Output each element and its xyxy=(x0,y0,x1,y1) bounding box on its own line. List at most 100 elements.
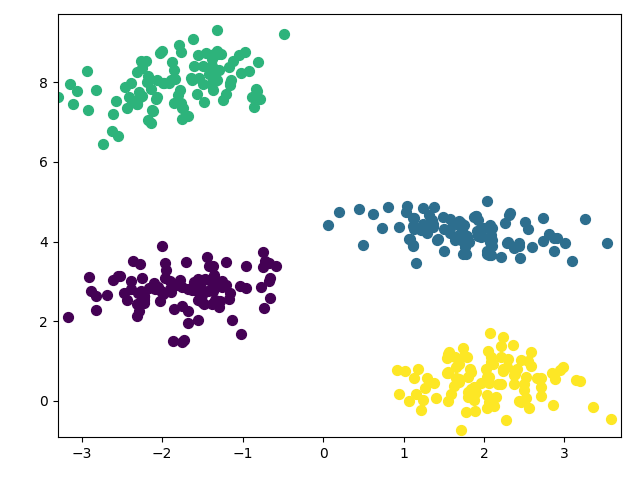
Point xyxy=(472,232,483,240)
Point xyxy=(182,319,193,327)
Point xyxy=(236,330,246,338)
Point xyxy=(199,300,209,308)
Point xyxy=(497,353,507,360)
Point xyxy=(65,80,75,88)
Point xyxy=(139,292,149,300)
Point xyxy=(411,259,421,267)
Point xyxy=(113,272,123,280)
Point xyxy=(177,302,187,310)
Point xyxy=(168,337,179,345)
Point xyxy=(484,251,494,259)
Point xyxy=(111,97,122,105)
Point xyxy=(509,244,519,252)
Point xyxy=(193,276,203,283)
Point xyxy=(515,254,525,262)
Point xyxy=(522,373,532,381)
Point xyxy=(496,380,506,388)
Point xyxy=(135,93,145,101)
Point xyxy=(472,227,483,235)
Point xyxy=(392,366,402,374)
Point xyxy=(413,365,424,373)
Point xyxy=(134,88,144,96)
Point xyxy=(241,263,251,270)
Point xyxy=(459,221,469,228)
Point xyxy=(206,80,216,88)
Point xyxy=(143,72,154,80)
Point xyxy=(97,141,108,148)
Point xyxy=(207,62,217,70)
Point xyxy=(149,279,159,287)
Point xyxy=(547,369,557,377)
Point xyxy=(228,57,238,65)
Point xyxy=(141,57,151,65)
Point xyxy=(150,95,161,103)
Point xyxy=(196,284,206,292)
Point xyxy=(181,258,191,266)
Point xyxy=(417,220,428,228)
Point xyxy=(509,372,519,379)
Point xyxy=(189,278,199,286)
Point xyxy=(223,295,234,303)
Point xyxy=(221,281,231,288)
Point xyxy=(428,220,438,228)
Point xyxy=(186,76,196,84)
Point xyxy=(519,386,529,394)
Point xyxy=(154,297,164,305)
Point xyxy=(147,106,157,113)
Point xyxy=(466,385,476,393)
Point xyxy=(415,407,426,414)
Point xyxy=(470,213,481,220)
Point xyxy=(481,197,492,205)
Point xyxy=(538,237,548,245)
Point xyxy=(183,112,193,120)
Point xyxy=(218,96,228,104)
Point xyxy=(167,58,177,66)
Point xyxy=(264,259,274,267)
Point xyxy=(555,366,565,373)
Point xyxy=(465,368,476,376)
Point xyxy=(84,273,94,281)
Point xyxy=(186,74,196,82)
Point xyxy=(439,225,449,232)
Point xyxy=(235,282,245,290)
Point xyxy=(544,230,554,238)
Point xyxy=(444,348,454,356)
Point xyxy=(429,379,439,386)
Point xyxy=(431,395,441,402)
Point xyxy=(536,392,547,399)
Point xyxy=(119,289,129,297)
Point xyxy=(409,214,419,222)
Point xyxy=(433,235,443,243)
Point xyxy=(244,67,254,75)
Point xyxy=(164,277,175,285)
Point xyxy=(168,99,179,107)
Point xyxy=(214,303,225,311)
Point xyxy=(63,313,73,321)
Point xyxy=(451,374,461,382)
Point xyxy=(526,348,536,356)
Point xyxy=(128,257,138,264)
Point xyxy=(152,94,163,101)
Point xyxy=(489,402,499,410)
Point xyxy=(549,247,559,254)
Point xyxy=(408,222,418,230)
Point xyxy=(209,50,219,58)
Point xyxy=(476,233,486,240)
Point xyxy=(394,223,404,231)
Point xyxy=(183,285,193,293)
Point xyxy=(126,286,136,293)
Point xyxy=(428,223,438,231)
Point xyxy=(486,353,496,360)
Point xyxy=(473,216,483,224)
Point xyxy=(157,47,167,54)
Point xyxy=(175,86,185,94)
Point xyxy=(438,214,448,221)
Point xyxy=(253,59,263,66)
Point xyxy=(227,316,237,324)
Point xyxy=(198,276,208,284)
Point xyxy=(115,273,125,280)
Point xyxy=(216,277,227,285)
Point xyxy=(259,257,269,265)
Point xyxy=(498,365,508,372)
Point xyxy=(454,375,465,383)
